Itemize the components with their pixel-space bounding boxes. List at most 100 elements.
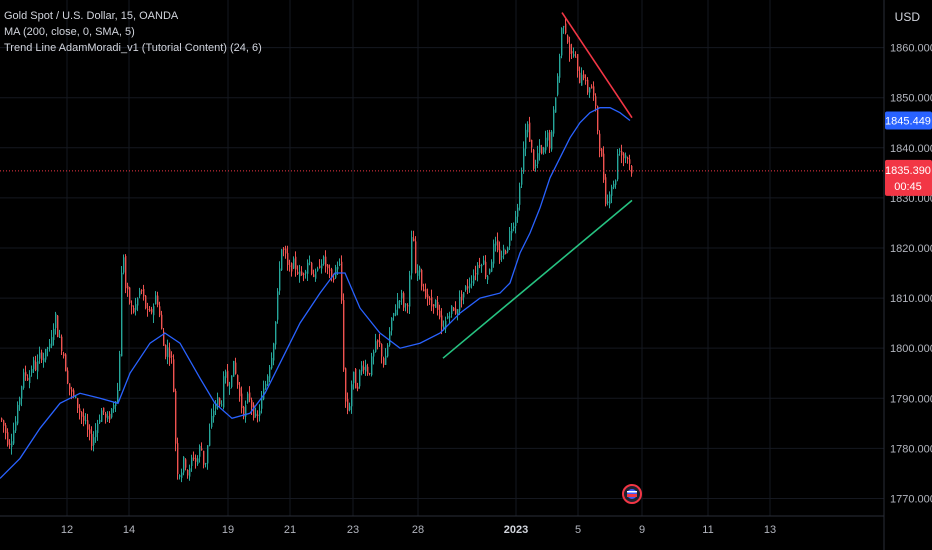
candle-body [323, 256, 325, 265]
candle-body [571, 51, 573, 54]
candle-body [307, 262, 309, 274]
x-tick-label: 2023 [504, 524, 528, 536]
candle-body [163, 331, 165, 346]
candle-body [543, 147, 545, 153]
candle-body [273, 343, 275, 361]
candle-body [151, 308, 153, 313]
candle-body [85, 420, 87, 422]
event-flag-icon[interactable] [622, 484, 642, 504]
candle-body [165, 345, 167, 357]
y-tick-label: 1840.000 [890, 143, 932, 155]
candle-body [623, 153, 625, 159]
x-tick-label: 13 [764, 524, 776, 536]
x-tick-label: 11 [702, 524, 713, 536]
candle-body [415, 241, 417, 273]
candle-body [567, 35, 569, 43]
candle-body [359, 370, 361, 387]
x-tick-label: 21 [284, 524, 296, 536]
candle-body [599, 133, 601, 151]
candle-body [533, 149, 535, 169]
candle-body [433, 304, 435, 307]
candle-body [297, 271, 299, 274]
candle-body [119, 354, 121, 391]
candle-body [115, 401, 117, 407]
candle-body [389, 331, 391, 346]
candle-body [123, 257, 125, 273]
candle-body [79, 408, 81, 413]
candle-body [285, 248, 287, 254]
candle-body [203, 450, 205, 465]
candle-body [45, 348, 47, 360]
candle-body [255, 413, 257, 417]
candle-body [379, 341, 381, 345]
candle-body [71, 389, 73, 392]
candle-body [103, 407, 105, 412]
candle-body [631, 165, 633, 174]
candle-body [477, 265, 479, 275]
candle-body [223, 376, 225, 408]
candle-body [621, 151, 623, 156]
legend-ma[interactable]: MA (200, close, 0, SMA, 5) [4, 26, 135, 38]
candle-body [597, 106, 599, 131]
candle-body [345, 368, 347, 402]
candle-body [159, 306, 161, 316]
current-price-label: 1835.390 [885, 165, 931, 177]
candle-body [423, 289, 425, 292]
candle-body [9, 443, 11, 445]
candle-body [525, 129, 527, 149]
candle-body [507, 247, 509, 252]
candle-body [3, 420, 5, 426]
y-tick-label: 1820.000 [890, 243, 932, 255]
x-tick-label: 28 [412, 524, 424, 536]
candle-body [497, 240, 499, 251]
x-tick-label: 19 [222, 524, 234, 536]
price-scale-labels: 1845.449 1835.390 00:45 [885, 111, 932, 196]
candle-body [589, 87, 591, 93]
x-axis-ticks[interactable]: 12 14 19 21 23 28 2023 5 9 11 13 [61, 524, 776, 536]
candle-body [551, 131, 553, 150]
candle-body [547, 132, 549, 141]
candle-body [205, 463, 207, 465]
candle-body [513, 226, 515, 229]
candle-body [545, 137, 547, 151]
candle-body [117, 390, 119, 402]
candle-body [401, 292, 403, 299]
y-axis-ticks[interactable]: 1770.000 1780.000 1790.000 1800.000 1810.000… [890, 43, 932, 506]
candle-body [289, 265, 291, 267]
candle-body [207, 445, 209, 464]
candle-body [341, 261, 343, 301]
candle-body [161, 314, 163, 329]
candle-body [593, 86, 595, 96]
candle-body [185, 459, 187, 468]
candle-body [493, 243, 495, 264]
legend-symbol[interactable]: Gold Spot / U.S. Dollar, 15, OANDA [4, 10, 179, 22]
candle-body [91, 434, 93, 446]
candle-body [403, 293, 405, 308]
candle-body [499, 249, 501, 261]
candle-body [615, 180, 617, 185]
candle-body [535, 164, 537, 166]
grid [0, 0, 884, 516]
candle-body [391, 317, 393, 331]
candle-body [83, 415, 85, 421]
currency-label[interactable]: USD [894, 10, 920, 24]
candle-body [627, 157, 629, 159]
candle-body [465, 286, 467, 290]
legend-indicator[interactable]: Trend Line AdamMoradi_v1 (Tutorial Conte… [4, 42, 262, 54]
candle-body [405, 304, 407, 306]
candle-body [19, 397, 21, 405]
candle-body [553, 109, 555, 134]
moving-average-layer [0, 107, 631, 479]
candle-body [509, 230, 511, 246]
x-tick-label: 9 [639, 524, 645, 536]
candle-body [517, 207, 519, 217]
candle-body [141, 290, 143, 292]
candle-body [199, 446, 201, 457]
candle-body [557, 76, 559, 95]
candle-body [327, 264, 329, 269]
ma-value-label: 1845.449 [885, 115, 931, 127]
candle-body [1, 418, 3, 421]
candle-body [347, 399, 349, 411]
y-tick-label: 1860.000 [890, 43, 932, 55]
